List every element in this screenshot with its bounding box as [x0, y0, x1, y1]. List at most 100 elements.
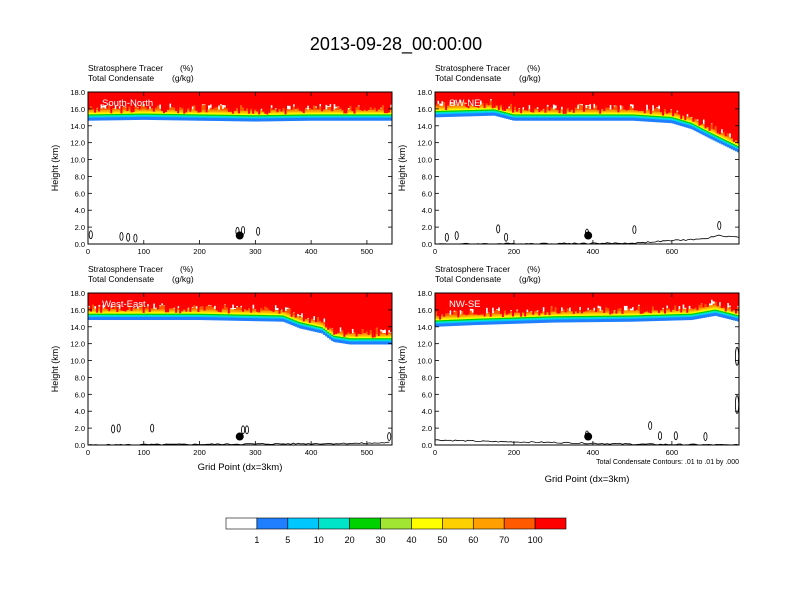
tracer-column	[209, 92, 213, 105]
tracer-column	[550, 113, 553, 116]
tracer-column	[165, 293, 168, 313]
tracer-column	[605, 111, 608, 114]
tracer-column	[187, 314, 190, 317]
tracer-column	[252, 313, 255, 317]
tracer-column	[335, 109, 338, 112]
tracer-column	[199, 314, 202, 317]
tracer-column	[463, 105, 466, 108]
tracer-column	[146, 312, 150, 315]
tracer-column	[102, 311, 105, 314]
tracer-column	[142, 293, 146, 313]
tracer-column	[306, 114, 310, 117]
tracer-column	[676, 121, 679, 125]
tracer-column	[88, 114, 91, 117]
tracer-column	[120, 312, 123, 315]
tracer-column	[623, 116, 626, 121]
tracer-column	[177, 311, 180, 314]
tracer-column	[112, 111, 115, 114]
tracer-column	[546, 109, 549, 112]
tracer-column	[657, 118, 661, 123]
tracer-column	[680, 122, 683, 127]
tracer-column	[104, 293, 107, 308]
tracer-column	[613, 113, 616, 116]
tracer-column	[146, 114, 150, 117]
tracer-column	[300, 319, 304, 322]
tracer-column	[439, 322, 442, 327]
tracer-column	[550, 318, 553, 323]
tracer-column	[175, 111, 178, 115]
tracer-column	[270, 311, 273, 314]
tracer-column	[343, 293, 346, 337]
tracer-column	[278, 314, 281, 317]
tracer-column	[223, 92, 227, 106]
tracer-column	[118, 116, 121, 121]
tracer-column	[607, 313, 610, 316]
tracer-column	[375, 112, 379, 115]
tracer-column	[201, 113, 204, 116]
tracer-column	[104, 114, 107, 117]
tracer-column	[219, 293, 223, 313]
tracer-column	[148, 92, 152, 107]
tracer-column	[156, 314, 160, 317]
tracer-column	[296, 111, 300, 114]
tracer-column	[321, 329, 324, 334]
tracer-column	[221, 316, 225, 321]
tracer-column	[106, 109, 109, 112]
tracer-column	[112, 114, 115, 117]
tracer-column	[304, 321, 308, 324]
tracer-column	[734, 142, 738, 145]
tracer-column	[215, 113, 219, 116]
tracer-column	[126, 92, 129, 112]
tracer-column	[572, 317, 576, 320]
tracer-column	[162, 92, 166, 114]
tracer-column	[479, 104, 483, 108]
tracer-column	[108, 111, 111, 115]
tracer-column	[349, 336, 352, 339]
tracer-column	[300, 111, 304, 114]
tracer-column	[467, 315, 470, 318]
tracer-column	[659, 111, 663, 114]
tracer-column	[162, 116, 166, 121]
tracer-column	[528, 116, 531, 121]
tracer-column	[597, 316, 600, 319]
tracer-column	[451, 293, 454, 315]
tracer-column	[215, 316, 219, 321]
tracer-column	[298, 293, 302, 316]
tracer-column	[574, 113, 578, 116]
tracer-column	[516, 310, 519, 314]
tracer-column	[363, 338, 367, 341]
tracer-column	[90, 92, 93, 107]
tracer-column	[365, 330, 369, 334]
tracer-column	[516, 316, 519, 319]
tracer-column	[609, 313, 612, 316]
tracer-column	[235, 111, 239, 114]
tracer-column	[199, 312, 202, 315]
tracer-column	[124, 311, 127, 314]
tracer-column	[347, 293, 350, 333]
tracer-column	[463, 108, 466, 111]
tracer-column	[601, 113, 604, 116]
tracer-column	[627, 112, 630, 115]
tracer-column	[242, 112, 245, 116]
tracer-column	[268, 117, 271, 122]
tracer-column	[530, 114, 533, 117]
tracer-column	[469, 107, 472, 110]
tracer-column	[560, 315, 564, 318]
tracer-column	[156, 311, 160, 314]
tracer-column	[118, 114, 121, 117]
tracer-column	[645, 114, 649, 117]
tracer-column	[449, 107, 452, 110]
tracer-column	[369, 334, 373, 337]
tracer-column	[560, 318, 564, 323]
tracer-column	[564, 315, 568, 318]
tracer-column	[548, 316, 551, 319]
tracer-column	[169, 312, 172, 315]
tracer-column	[98, 113, 101, 116]
tracer-column	[130, 293, 133, 311]
tracer-column	[229, 313, 233, 316]
tracer-column	[266, 293, 269, 308]
tracer-column	[96, 110, 99, 113]
tracer-column	[369, 92, 373, 108]
tracer-column	[258, 311, 261, 314]
tracer-column	[455, 316, 458, 319]
